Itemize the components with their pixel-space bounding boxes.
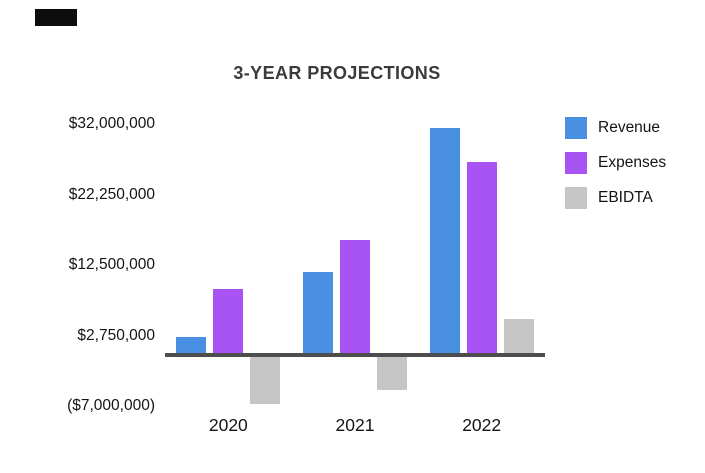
bar-expenses-2021: [340, 239, 370, 356]
legend: Revenue Expenses EBIDTA: [565, 117, 666, 222]
y-axis-tick-label: $22,250,000: [68, 185, 155, 203]
y-axis: $32,000,000 $22,250,000 $12,500,000 $2,750,…: [0, 115, 155, 414]
bar-ebidta-2021: [377, 355, 407, 390]
legend-swatch-revenue: [565, 117, 587, 139]
x-axis-label-2022: 2022: [462, 415, 502, 435]
bar-expenses-2022: [466, 161, 497, 356]
bar-revenue-2021: [303, 272, 333, 356]
legend-item-ebidta: EBIDTA: [565, 187, 666, 209]
legend-swatch-expenses: [565, 152, 587, 174]
legend-label-ebidta: EBIDTA: [598, 189, 653, 206]
chart-title: 3-YEAR PROJECTIONS: [233, 63, 441, 83]
y-axis-tick-label: $12,500,000: [68, 256, 155, 273]
y-axis-tick-label: ($7,000,000): [67, 397, 155, 414]
bar-ebidta-2020: [250, 355, 281, 405]
x-axis: 2020 2021 2022: [165, 415, 545, 441]
bar-revenue-2022: [429, 127, 460, 356]
legend-label-revenue: Revenue: [598, 119, 661, 136]
bar-ebidta-2022: [503, 319, 534, 356]
plot-area: [165, 124, 545, 406]
legend-item-expenses: Expenses: [565, 152, 666, 174]
legend-label-expenses: Expenses: [598, 154, 667, 171]
x-axis-label-2021: 2021: [335, 415, 375, 435]
legend-swatch-ebidta: [565, 187, 587, 209]
legend-item-revenue: Revenue: [565, 117, 666, 139]
bar-revenue-2020: [176, 337, 207, 356]
x-axis-label-2020: 2020: [208, 415, 248, 435]
bar-expenses-2020: [213, 288, 244, 356]
y-axis-tick-label: $2,750,000: [77, 326, 155, 344]
corner-accent-bar: [35, 9, 77, 26]
y-axis-tick-label: $32,000,000: [68, 115, 155, 132]
zero-baseline: [165, 353, 545, 358]
